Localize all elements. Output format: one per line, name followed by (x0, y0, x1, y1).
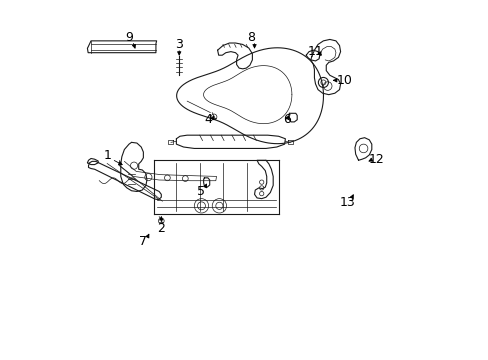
Text: 13: 13 (339, 196, 355, 209)
Text: 3: 3 (175, 38, 183, 51)
Text: 6: 6 (282, 113, 290, 126)
Text: 5: 5 (196, 185, 204, 198)
Text: 2: 2 (157, 222, 165, 235)
Text: 8: 8 (246, 31, 254, 44)
Text: 12: 12 (368, 153, 384, 166)
Text: 7: 7 (139, 235, 147, 248)
Text: 1: 1 (103, 149, 111, 162)
Text: 11: 11 (307, 45, 323, 58)
Text: 9: 9 (125, 31, 133, 44)
Text: 4: 4 (204, 113, 212, 126)
Text: 10: 10 (336, 74, 351, 87)
